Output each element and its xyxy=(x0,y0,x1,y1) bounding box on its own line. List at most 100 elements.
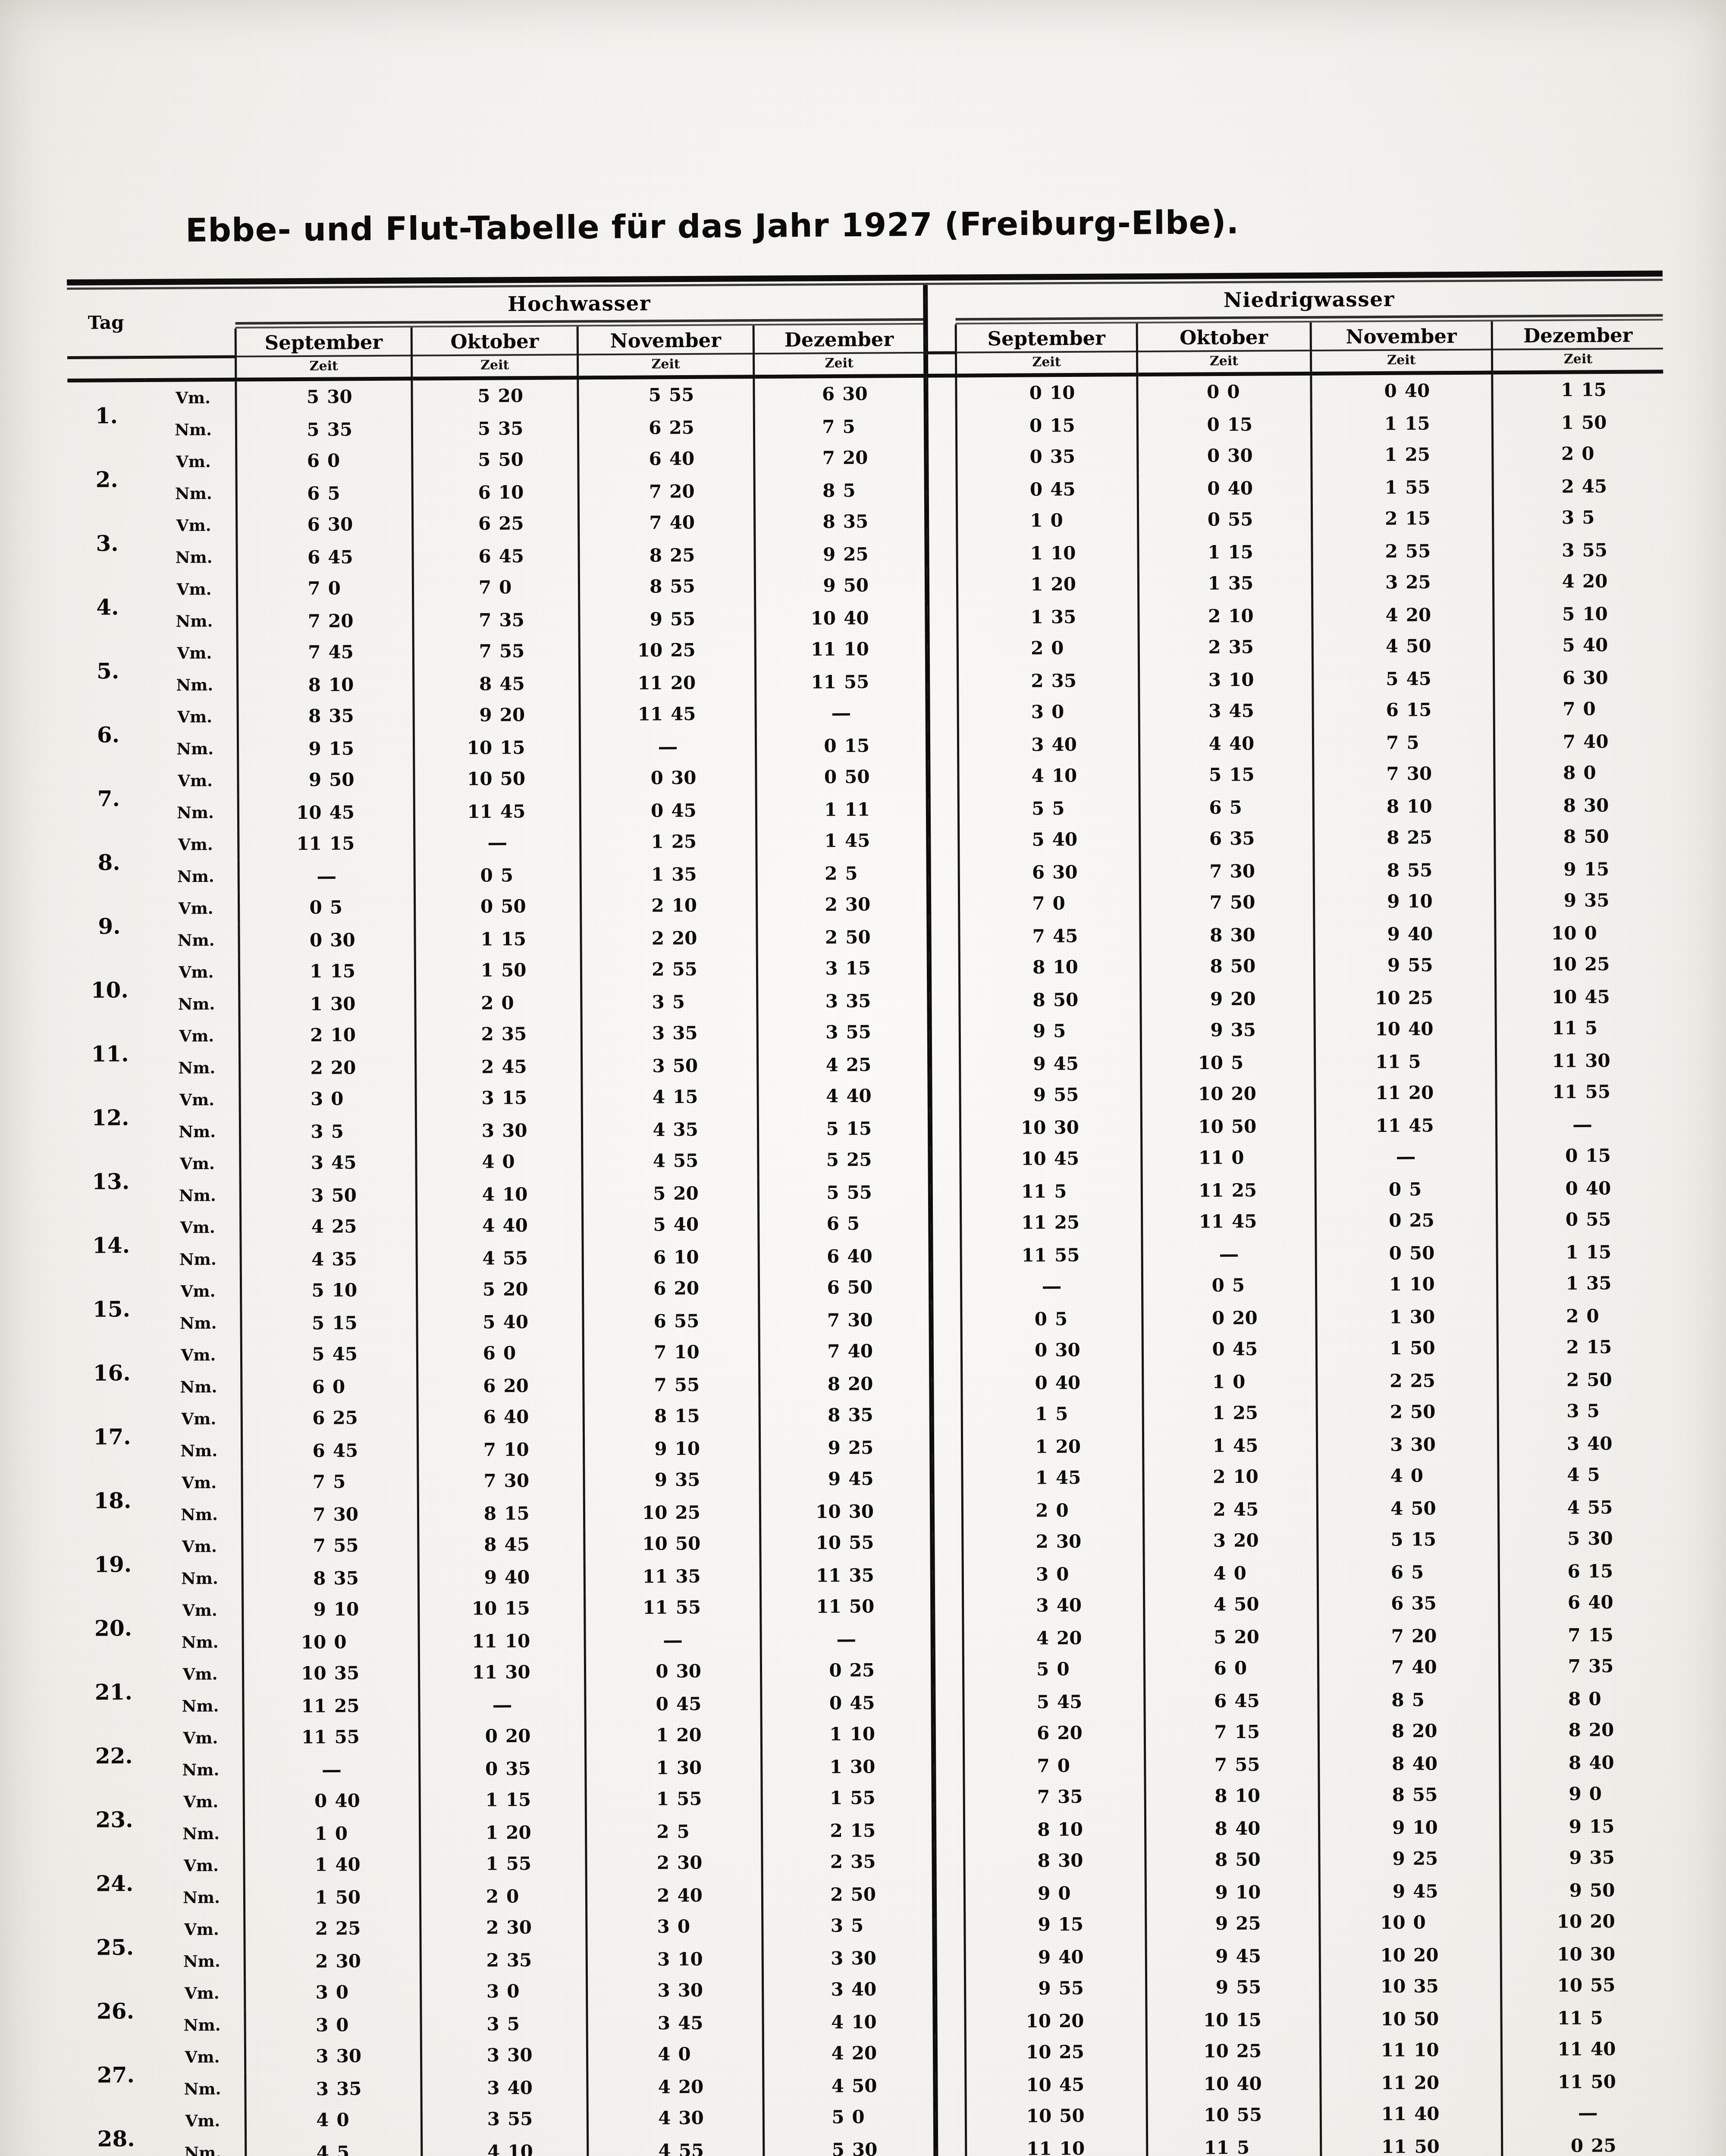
row-period-label: Nm. xyxy=(178,994,215,1014)
cell-nw-september: 10 45 xyxy=(965,2068,1147,2101)
row-period-label: Nm. xyxy=(180,1377,217,1397)
cell-hw-oktober: 6 45 xyxy=(413,539,579,573)
cell-hw-dezember: 0 45 xyxy=(761,1686,932,1720)
row-day-number: 11. xyxy=(91,1041,129,1067)
group-divider-cell xyxy=(925,473,957,506)
group-header-hochwasser: Hochwasser xyxy=(507,291,651,317)
missing-value-dash: — xyxy=(831,701,851,725)
cell-hw-september: 11 55 xyxy=(243,1720,420,1754)
row-period-label: Nm. xyxy=(174,420,212,439)
sub-header-period-spacer xyxy=(145,357,236,380)
cell-nw-november: 4 20 xyxy=(1312,598,1494,632)
row-day-number: 17. xyxy=(93,1424,131,1450)
row-day-number: 7. xyxy=(97,786,120,812)
cell-nw-september: 0 35 xyxy=(956,440,1138,473)
cell-hw-dezember: — xyxy=(761,1623,932,1656)
cell-hw-dezember: 6 50 xyxy=(759,1271,930,1304)
cell-nw-oktober: 8 50 xyxy=(1140,950,1315,983)
row-day-number: 22. xyxy=(95,1743,133,1769)
row-period-label: Nm. xyxy=(176,675,213,695)
cell-nw-oktober: 11 0 xyxy=(1141,1141,1315,1174)
cell-hw-september: 7 20 xyxy=(237,604,414,638)
cell-nw-oktober: 0 20 xyxy=(1142,1301,1316,1335)
cell-nw-oktober: 7 50 xyxy=(1140,886,1314,919)
group-divider-cell xyxy=(934,2068,966,2101)
cell-nw-november: 8 55 xyxy=(1318,1778,1500,1811)
cell-nw-dezember: 9 35 xyxy=(1495,884,1666,917)
cell-hw-oktober: 1 20 xyxy=(420,1816,586,1849)
sub-header-hw-dezember-zeit: Zeit xyxy=(753,353,925,377)
cell-nw-dezember: 1 35 xyxy=(1497,1266,1669,1300)
cell-hw-oktober: 10 15 xyxy=(414,731,580,764)
group-divider-cell xyxy=(928,888,959,921)
cell-nw-september: 2 35 xyxy=(957,664,1139,697)
row-period-label: Vm. xyxy=(182,1664,218,1684)
cell-nw-september: 5 40 xyxy=(958,823,1140,856)
cell-hw-dezember: 2 30 xyxy=(756,888,928,921)
cell-nw-november: 6 15 xyxy=(1312,693,1494,727)
cell-hw-oktober: 5 35 xyxy=(412,412,578,445)
cell-nw-oktober: 6 35 xyxy=(1139,822,1314,855)
cell-nw-november: 4 50 xyxy=(1317,1492,1499,1525)
cell-nw-november: 2 25 xyxy=(1316,1364,1498,1398)
cell-nw-dezember: 10 25 xyxy=(1495,947,1667,981)
row-period-label: Nm. xyxy=(181,1633,219,1652)
row-period-label: Nm. xyxy=(178,1058,216,1078)
group-divider-cell xyxy=(928,920,959,953)
group-divider-cell xyxy=(929,1047,960,1080)
cell-hw-september: 8 10 xyxy=(237,668,414,702)
cell-nw-november: 3 30 xyxy=(1316,1428,1498,1461)
cell-hw-november: 10 25 xyxy=(584,1496,760,1529)
cell-nw-september: 9 15 xyxy=(964,1908,1146,1941)
row-day-number: 26. xyxy=(96,1998,135,2024)
missing-value-dash: — xyxy=(492,1693,512,1717)
cell-hw-dezember: 3 35 xyxy=(757,984,929,1018)
cell-hw-oktober: 8 45 xyxy=(418,1528,584,1561)
row-day-number: 10. xyxy=(91,977,129,1003)
cell-nw-november: 9 40 xyxy=(1314,917,1496,951)
row-day-number: 25. xyxy=(96,1934,134,1960)
row-day-number: 6. xyxy=(97,722,120,748)
cell-nw-september: 1 35 xyxy=(957,600,1139,633)
cell-nw-september: 1 10 xyxy=(957,536,1139,570)
cell-nw-november: 11 40 xyxy=(1320,2097,1502,2131)
row-day-number: 8. xyxy=(97,849,120,875)
row-day-number: 27. xyxy=(97,2062,135,2088)
row-period-label: Nm. xyxy=(179,1186,216,1205)
cell-hw-november: 5 40 xyxy=(582,1208,759,1241)
cell-hw-dezember: 4 25 xyxy=(757,1048,929,1081)
row-period-label: Vm. xyxy=(182,1601,217,1620)
cell-nw-september: 3 40 xyxy=(958,728,1139,761)
cell-hw-dezember: 0 25 xyxy=(761,1654,932,1687)
cell-nw-oktober: 3 20 xyxy=(1143,1524,1318,1557)
cell-nw-oktober: 8 10 xyxy=(1145,1779,1319,1812)
row-day-number: 19. xyxy=(94,1551,132,1577)
cell-hw-september: 9 50 xyxy=(238,763,414,796)
cell-hw-november: 1 25 xyxy=(580,825,757,858)
row-day-number: 18. xyxy=(94,1488,132,1514)
cell-hw-dezember: 6 40 xyxy=(759,1240,930,1273)
cell-nw-dezember: 8 30 xyxy=(1494,789,1666,822)
cell-hw-september: 8 35 xyxy=(242,1561,419,1595)
group-divider-cell xyxy=(929,1207,961,1240)
cell-nw-november: 11 10 xyxy=(1320,2033,1502,2067)
cell-hw-november: — xyxy=(584,1623,761,1657)
month-header-hw-dezember: Dezember xyxy=(753,324,925,354)
cell-hw-november: 0 45 xyxy=(580,794,756,827)
cell-nw-november: 11 20 xyxy=(1315,1076,1497,1109)
cell-hw-september: 6 45 xyxy=(242,1434,418,1467)
